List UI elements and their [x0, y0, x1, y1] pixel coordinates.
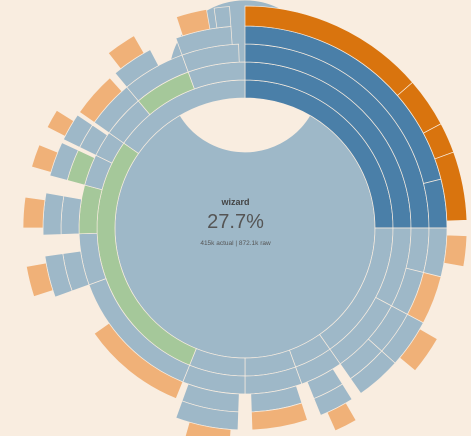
- sunburst-segment-ring6-62[interactable]: [25, 262, 54, 298]
- sunburst-segment-ring6-61[interactable]: [184, 421, 232, 436]
- sunburst-segment-ring6-60[interactable]: [326, 402, 357, 432]
- sunburst-segment-ring6-68[interactable]: [213, 6, 232, 29]
- sunburst-segment-ring5-45[interactable]: [251, 402, 308, 431]
- sunburst-segment-ring6-65[interactable]: [46, 109, 75, 137]
- sunburst-segment-ring6-63[interactable]: [22, 196, 46, 229]
- sunburst-segment-ring6-67[interactable]: [175, 8, 211, 37]
- sunburst-segment-ring6-66[interactable]: [107, 35, 145, 70]
- sunburst-segment-ring5-43[interactable]: [350, 350, 396, 394]
- sunburst-segment-ring6-58[interactable]: [443, 234, 468, 267]
- sunburst-segment-ring6-59[interactable]: [399, 328, 438, 372]
- sunburst-segment-ring5-48[interactable]: [42, 192, 65, 236]
- sunburst-segment-ring5-51[interactable]: [79, 77, 123, 123]
- sunburst-segment-ring4-32[interactable]: [60, 195, 82, 235]
- sunburst-segment-ring6-57[interactable]: [434, 151, 468, 222]
- sunburst-segment-ring4-30[interactable]: [93, 322, 184, 400]
- sunburst-segment-ring6-64[interactable]: [31, 144, 59, 173]
